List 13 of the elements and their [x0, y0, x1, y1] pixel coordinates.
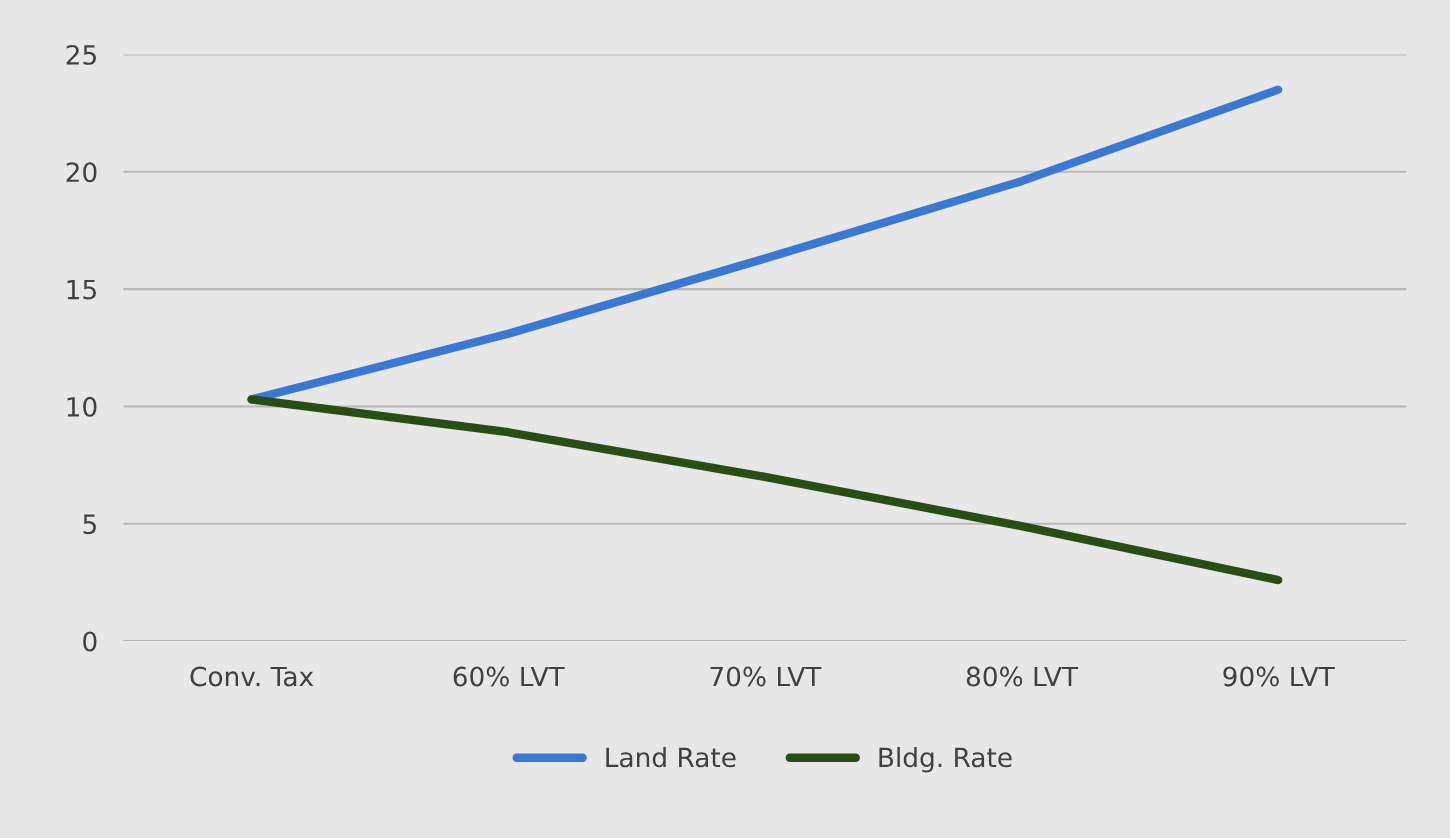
- x-tick-label: Conv. Tax: [190, 666, 314, 687]
- y-tick-label: 25: [66, 44, 96, 65]
- legend-label: Bldg. Rate: [879, 746, 1012, 773]
- x-tick-label: 90% LVT: [1223, 666, 1335, 687]
- x-tick-label: 80% LVT: [966, 666, 1079, 687]
- y-tick-label: 0: [83, 631, 97, 652]
- y-tick-label: 5: [83, 514, 96, 535]
- y-tick-label: 15: [67, 279, 96, 300]
- y-tick-label: 20: [66, 162, 97, 183]
- y-tick-label: 10: [67, 396, 97, 417]
- legend-label: Land Rate: [606, 746, 736, 768]
- x-tick-label: 60% LVT: [453, 666, 565, 687]
- x-tick-label: 70% LVT: [710, 666, 822, 687]
